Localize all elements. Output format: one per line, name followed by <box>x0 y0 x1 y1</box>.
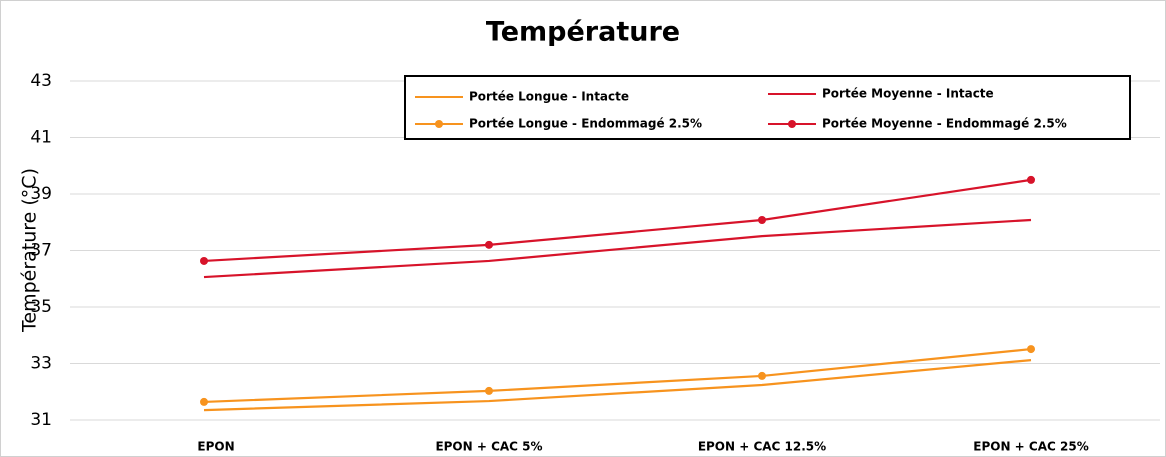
marker <box>200 256 208 265</box>
marker <box>758 215 766 224</box>
x-tick-label: EPON <box>197 440 234 454</box>
line-series <box>203 347 1032 404</box>
chart-title: Température <box>486 17 680 48</box>
marker <box>758 371 766 380</box>
marker <box>1027 175 1035 184</box>
legend-box <box>404 75 1131 140</box>
marker <box>200 397 208 406</box>
y-axis-label: Température (°C) <box>19 168 41 333</box>
y-tick-label: 41 <box>30 128 52 148</box>
y-tick-label: 33 <box>30 354 52 374</box>
legend-marker <box>435 120 443 128</box>
line-series <box>203 218 1032 279</box>
legend-label: Portée Longue - Endommagé 2.5% <box>469 117 702 131</box>
x-tick-label: EPON + CAC 5% <box>435 440 542 454</box>
y-tick-label: 37 <box>30 241 52 261</box>
x-tick-label: EPON + CAC 12.5% <box>698 440 826 454</box>
marker <box>485 240 493 249</box>
legend-label: Portée Longue - Intacte <box>469 90 629 104</box>
y-tick-label: 31 <box>30 410 52 430</box>
y-tick-label: 35 <box>30 297 52 317</box>
legend-label: Portée Moyenne - Endommagé 2.5% <box>822 117 1067 131</box>
y-tick-label: 39 <box>30 184 52 204</box>
marker <box>485 386 493 395</box>
y-tick-label: 43 <box>30 71 52 91</box>
legend-label: Portée Moyenne - Intacte <box>822 87 994 101</box>
line-series <box>203 178 1032 263</box>
line-series <box>203 359 1032 412</box>
marker <box>1027 345 1035 354</box>
legend-marker <box>788 120 796 128</box>
x-tick-label: EPON + CAC 25% <box>973 440 1088 454</box>
